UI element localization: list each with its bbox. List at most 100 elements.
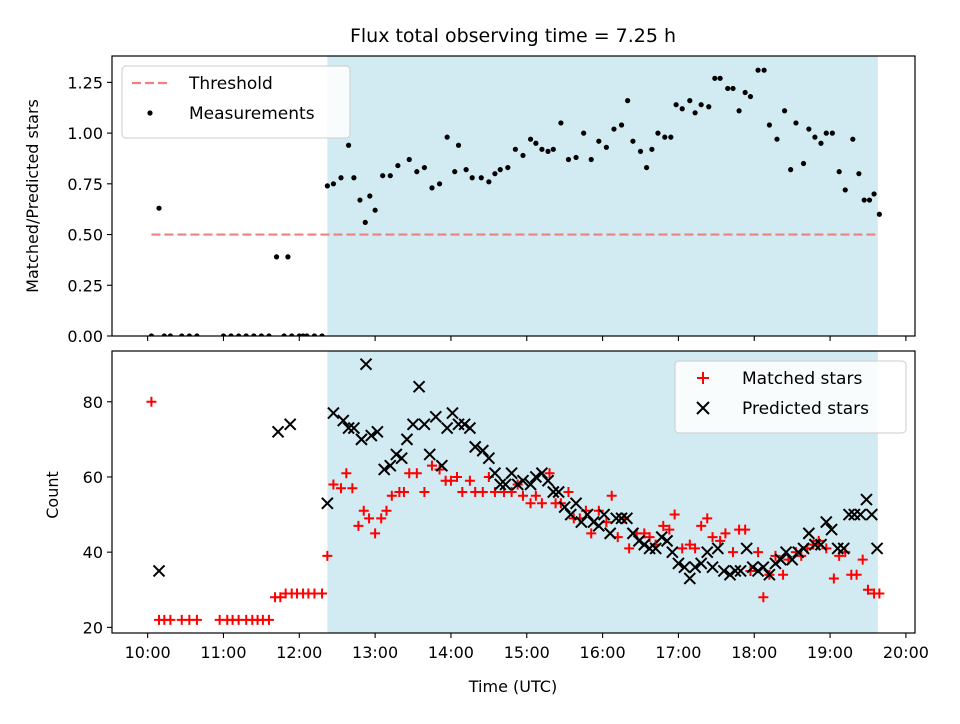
matched-star-point — [364, 513, 375, 524]
matched-star-point — [464, 475, 475, 486]
predicted-star-point — [511, 478, 524, 491]
predicted-star-point — [792, 545, 805, 559]
predicted-star-point — [688, 560, 702, 574]
matched-star-point — [690, 543, 701, 554]
measurement-point — [436, 181, 443, 187]
measurement-point — [273, 254, 280, 260]
predicted-star-point — [516, 474, 530, 487]
y-tick-label: 0.50 — [67, 226, 103, 245]
predicted-star-point — [860, 493, 873, 506]
legend-label: Matched stars — [742, 369, 862, 389]
predicted-star-point — [779, 545, 793, 559]
measurement-point — [687, 98, 693, 104]
measurement-point — [406, 156, 412, 163]
top-legend: Threshold Measurements — [121, 65, 351, 139]
measurement-point — [186, 333, 192, 336]
measurement-point — [311, 333, 318, 336]
measurement-point — [836, 169, 842, 175]
legend-marker — [696, 401, 710, 415]
measurement-point — [444, 134, 450, 140]
matched-star-point — [770, 550, 781, 561]
measurement-point — [649, 146, 655, 152]
measurement-point — [251, 333, 257, 336]
matched-star-point — [411, 468, 422, 479]
matched-star-point — [658, 520, 669, 531]
predicted-star-point — [603, 527, 617, 540]
predicted-star-point — [440, 421, 454, 435]
matched-star-point — [398, 487, 409, 497]
predicted-star-point — [552, 485, 565, 499]
measurement-point — [643, 164, 650, 171]
predicted-star-point — [638, 538, 651, 551]
predicted-star-point — [797, 542, 810, 555]
measurement-point — [148, 333, 155, 336]
measurement-point — [818, 140, 824, 146]
predicted-star-point — [870, 542, 884, 555]
predicted-star-point — [814, 538, 828, 551]
measurement-point — [455, 142, 462, 148]
predicted-star-point — [711, 542, 725, 555]
predicted-star-point — [672, 557, 685, 570]
matched-star-point — [191, 614, 202, 625]
matched-star-point — [606, 490, 617, 501]
matched-star-point — [452, 471, 463, 482]
predicted-star-point — [541, 474, 555, 487]
matched-star-point — [434, 464, 445, 475]
measurement-point — [725, 85, 731, 92]
predicted-star-point — [769, 557, 782, 570]
measurement-point — [829, 130, 835, 136]
measurement-point — [324, 183, 330, 189]
matched-star-point — [715, 535, 726, 546]
matched-star-point — [386, 490, 397, 501]
measurement-point — [167, 333, 173, 336]
measurement-point — [755, 67, 761, 73]
measurement-point — [387, 173, 393, 179]
predicted-star-point — [499, 478, 512, 491]
predicted-star-point — [785, 553, 799, 566]
bottom-plot-area — [146, 357, 885, 625]
measurement-point — [679, 106, 685, 112]
predicted-star-point — [429, 410, 442, 424]
matched-star-point — [862, 584, 873, 595]
predicted-star-point — [494, 478, 507, 491]
matched-star-point — [530, 490, 541, 501]
measurement-point — [673, 102, 679, 108]
bottom-legend: Matched stars Predicted stars — [674, 360, 907, 434]
measurement-point — [662, 134, 668, 140]
predicted-star-point — [529, 470, 543, 484]
predicted-star-point — [406, 418, 420, 431]
matched-star-point — [664, 524, 675, 535]
measurement-point — [357, 197, 363, 203]
predicted-star-point — [626, 527, 640, 540]
matched-star-point — [851, 569, 862, 580]
predicted-star-point — [359, 357, 373, 371]
matched-star-point — [263, 614, 274, 625]
x-tick-label: 10:00 — [125, 643, 171, 662]
predicted-star-point — [395, 451, 408, 465]
predicted-star-point — [649, 542, 662, 555]
measurement-point — [372, 207, 378, 213]
matched-star-point — [740, 524, 751, 535]
measurement-point — [161, 333, 167, 336]
measurement-point — [625, 98, 631, 104]
predicted-star-point — [820, 515, 833, 529]
measurement-point — [414, 169, 420, 175]
predicted-star-point — [757, 560, 770, 574]
measurement-point — [395, 162, 401, 169]
measurement-point — [512, 146, 518, 152]
measurement-point — [774, 136, 780, 142]
matched-star-point — [828, 573, 839, 584]
predicted-star-point — [706, 560, 719, 574]
measurement-point — [285, 254, 291, 260]
measurement-point — [742, 89, 748, 96]
predicted-star-point — [535, 466, 549, 480]
measurement-point — [319, 333, 325, 336]
measurement-point — [421, 164, 428, 171]
matched-star-point — [328, 479, 339, 490]
predicted-star-point — [694, 557, 708, 570]
measurement-point — [761, 67, 767, 73]
legend-frame — [121, 65, 351, 139]
predicted-star-point — [371, 425, 384, 439]
predicted-star-point — [469, 440, 482, 454]
matched-star-point — [544, 468, 555, 479]
